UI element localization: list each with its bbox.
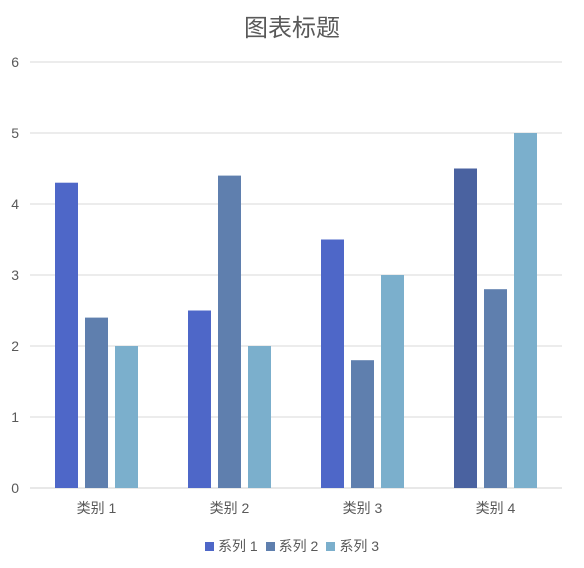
legend-swatch [326, 541, 336, 551]
x-tick-label: 类别 4 [476, 500, 516, 516]
legend-label: 系列 1 [217, 538, 258, 554]
bar [454, 168, 477, 488]
bar [381, 275, 404, 488]
y-tick-label: 4 [11, 196, 19, 212]
legend-swatch [265, 541, 275, 551]
x-axis-tick-labels: 类别 1 类别 2 类别 3 类别 4 [77, 500, 516, 516]
legend-item: 系列 1 [204, 536, 258, 556]
bar [55, 182, 78, 488]
y-tick-label: 2 [11, 338, 19, 354]
y-tick-label: 3 [11, 267, 19, 283]
y-tick-label: 0 [11, 480, 19, 496]
legend-item: 系列 3 [326, 536, 379, 556]
bar [115, 346, 138, 488]
bar [85, 317, 108, 488]
legend-label: 系列 2 [278, 538, 319, 554]
bar [514, 133, 537, 488]
bar [484, 289, 507, 488]
legend: 系列 1 系列 2 系列 3 [0, 536, 584, 556]
bar [321, 239, 344, 488]
y-tick-label: 5 [11, 125, 19, 141]
bar [351, 360, 374, 488]
y-tick-label: 6 [11, 54, 19, 70]
bar [218, 175, 241, 488]
legend-item: 系列 2 [265, 536, 319, 556]
x-tick-label: 类别 2 [210, 500, 250, 516]
legend-swatch [204, 541, 214, 551]
legend-label: 系列 3 [339, 538, 380, 554]
gridlines [30, 61, 562, 489]
bar [188, 310, 211, 488]
bar [248, 346, 271, 488]
x-tick-label: 类别 3 [343, 500, 383, 516]
chart-title: 图表标题 [244, 15, 340, 42]
y-axis-tick-labels: 0 1 2 3 4 5 6 [11, 54, 19, 496]
y-tick-label: 1 [11, 409, 19, 425]
x-tick-label: 类别 1 [77, 500, 117, 516]
bars [55, 133, 537, 488]
